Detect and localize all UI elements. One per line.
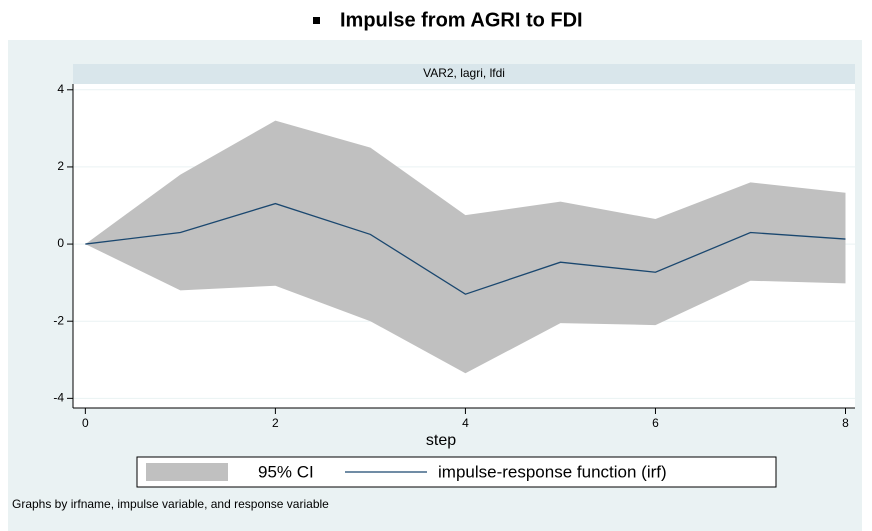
y-tick-label: 4 [57, 82, 64, 96]
x-tick-label: 0 [82, 416, 89, 430]
chart-title: Impulse from AGRI to FDI [340, 9, 583, 31]
legend-swatch [146, 463, 228, 481]
subtitle-strip [73, 64, 855, 84]
subtitle: VAR2, lagri, lfdi [423, 66, 505, 80]
legend-label: 95% CI [258, 462, 314, 481]
irf-line [85, 202, 846, 295]
y-tick-label: -2 [53, 313, 64, 327]
x-tick-label: 8 [842, 416, 849, 430]
y-tick-label: 2 [57, 159, 64, 173]
x-tick-label: 2 [272, 416, 279, 430]
y-tick-label: 0 [57, 236, 64, 250]
x-tick-label: 6 [652, 416, 659, 430]
note: Graphs by irfname, impulse variable, and… [12, 497, 329, 511]
legend-items: 95% CI impulse-response function (irf) [146, 462, 667, 481]
x-tick-label: 4 [462, 416, 469, 430]
ci-band [85, 120, 846, 374]
legend-label: impulse-response function (irf) [438, 462, 667, 481]
legend [136, 456, 777, 488]
x-axis-label: step [426, 432, 456, 449]
bullet [313, 17, 320, 24]
plot [73, 89, 855, 399]
y-tick-label: -4 [53, 391, 64, 405]
